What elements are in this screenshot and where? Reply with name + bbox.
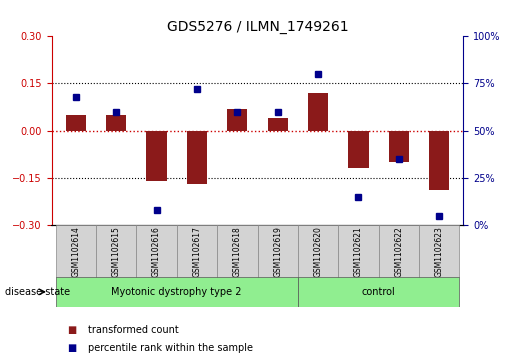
Text: GSM1102621: GSM1102621 (354, 226, 363, 277)
Bar (187, 131, 207, 184)
Text: disease state: disease state (5, 287, 70, 297)
Bar (348, 131, 369, 168)
Bar (65, 115, 86, 131)
Text: ■: ■ (67, 325, 76, 335)
Bar (298, 277, 459, 307)
Bar (56, 225, 96, 278)
Bar (379, 225, 419, 278)
Text: GSM1102618: GSM1102618 (233, 226, 242, 277)
Bar (308, 93, 328, 131)
Bar (429, 131, 450, 191)
Text: percentile rank within the sample: percentile rank within the sample (88, 343, 252, 354)
Bar (227, 109, 247, 131)
Bar (56, 277, 298, 307)
Text: GSM1102617: GSM1102617 (193, 226, 201, 277)
Text: GSM1102622: GSM1102622 (394, 226, 403, 277)
Bar (419, 225, 459, 278)
Bar (217, 225, 258, 278)
Bar (298, 225, 338, 278)
Text: GSM1102616: GSM1102616 (152, 226, 161, 277)
Text: Myotonic dystrophy type 2: Myotonic dystrophy type 2 (111, 287, 242, 297)
Bar (136, 225, 177, 278)
Bar (106, 115, 126, 131)
Text: GSM1102614: GSM1102614 (71, 226, 80, 277)
Bar (338, 225, 379, 278)
Text: GSM1102619: GSM1102619 (273, 226, 282, 277)
Text: GSM1102623: GSM1102623 (435, 226, 444, 277)
Text: GSM1102615: GSM1102615 (112, 226, 121, 277)
Bar (146, 131, 167, 181)
Text: control: control (362, 287, 396, 297)
Bar (268, 118, 288, 131)
Bar (389, 131, 409, 162)
Bar (258, 225, 298, 278)
Text: transformed count: transformed count (88, 325, 178, 335)
Title: GDS5276 / ILMN_1749261: GDS5276 / ILMN_1749261 (167, 20, 348, 34)
Text: GSM1102620: GSM1102620 (314, 226, 322, 277)
Bar (177, 225, 217, 278)
Bar (96, 225, 136, 278)
Text: ■: ■ (67, 343, 76, 354)
